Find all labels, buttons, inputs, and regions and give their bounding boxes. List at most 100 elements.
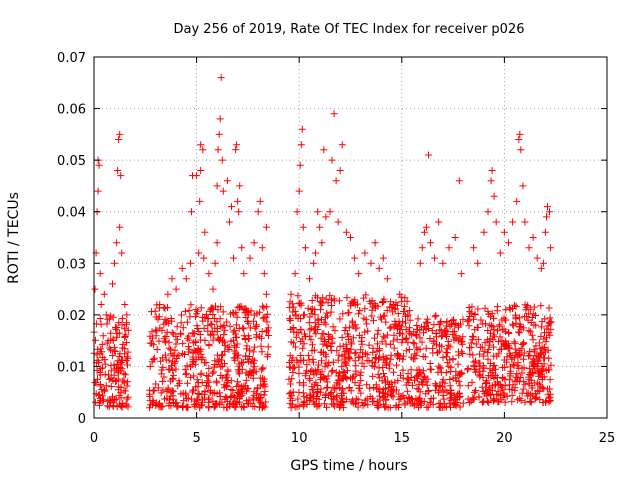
data-point — [341, 357, 349, 365]
data-point — [494, 350, 502, 358]
data-point — [430, 339, 438, 347]
data-point — [211, 315, 219, 322]
data-point — [512, 373, 520, 381]
data-point — [455, 323, 462, 331]
data-point — [511, 384, 519, 392]
data-point — [190, 347, 198, 355]
data-point — [484, 349, 492, 357]
data-point — [480, 228, 488, 236]
data-point — [232, 146, 240, 154]
data-point — [115, 136, 123, 143]
data-point — [389, 337, 397, 345]
data-point — [290, 303, 298, 311]
data-point — [464, 317, 472, 325]
data-point — [450, 392, 458, 400]
data-point — [391, 378, 399, 386]
data-point — [439, 259, 447, 267]
data-point — [537, 332, 545, 340]
data-point — [301, 244, 309, 252]
data-point — [262, 328, 270, 336]
data-point — [509, 360, 517, 368]
data-point — [257, 342, 265, 350]
data-point — [385, 360, 393, 368]
data-point — [113, 330, 121, 338]
data-point — [488, 386, 496, 394]
data-point — [361, 305, 369, 313]
data-point — [378, 338, 386, 346]
data-point — [343, 375, 351, 383]
data-point — [515, 328, 523, 336]
data-point — [445, 244, 453, 252]
data-point — [486, 338, 494, 345]
data-point — [185, 332, 193, 340]
data-point — [168, 375, 176, 383]
data-point — [314, 389, 321, 396]
data-point — [466, 350, 474, 358]
data-point — [450, 328, 458, 336]
data-point — [299, 223, 307, 231]
data-point — [529, 234, 537, 241]
data-point — [200, 254, 208, 262]
data-point — [446, 356, 454, 364]
data-point — [107, 383, 115, 390]
data-point — [526, 398, 534, 406]
data-point — [303, 394, 311, 402]
data-point — [293, 358, 301, 366]
data-point — [288, 357, 296, 365]
data-point — [514, 396, 522, 404]
data-point — [260, 304, 268, 312]
data-point — [434, 368, 442, 376]
data-point — [430, 394, 437, 402]
data-point — [107, 346, 114, 354]
data-point — [338, 141, 346, 149]
data-point — [146, 404, 153, 412]
data-point — [111, 348, 119, 355]
data-point — [538, 376, 546, 384]
data-point — [519, 385, 527, 393]
data-point — [322, 295, 330, 303]
data-point — [315, 321, 323, 329]
data-point — [198, 398, 206, 406]
data-point — [514, 359, 522, 367]
data-point — [431, 254, 439, 262]
data-point — [294, 395, 302, 403]
data-point — [328, 296, 335, 304]
data-point — [172, 285, 180, 293]
data-point — [113, 239, 121, 247]
data-point — [464, 366, 471, 374]
data-point — [456, 382, 464, 390]
data-point — [390, 323, 398, 331]
data-point — [318, 239, 326, 247]
data-point — [177, 329, 184, 337]
data-point — [250, 239, 258, 247]
data-point — [403, 334, 410, 342]
data-point — [535, 368, 543, 376]
data-point — [119, 377, 127, 385]
data-point — [196, 331, 204, 338]
data-point — [490, 396, 498, 404]
data-point — [291, 270, 299, 278]
data-point — [217, 74, 225, 82]
data-point — [178, 311, 185, 319]
data-point — [373, 385, 380, 393]
plot-frame — [93, 56, 608, 419]
data-point — [546, 331, 554, 339]
data-point — [239, 402, 247, 410]
data-point — [470, 315, 477, 323]
data-point — [487, 369, 495, 377]
data-point — [468, 378, 476, 386]
data-point — [165, 365, 173, 373]
data-point — [367, 259, 375, 267]
data-point — [97, 365, 105, 373]
data-point — [254, 208, 262, 216]
data-point — [422, 344, 430, 352]
data-point — [512, 319, 520, 327]
data-point — [369, 372, 377, 380]
data-point — [198, 390, 206, 398]
y-tick-label: 0.01 — [57, 360, 86, 375]
data-point — [457, 338, 465, 346]
data-point — [218, 156, 226, 164]
data-point — [383, 355, 391, 363]
data-point — [379, 389, 387, 397]
data-point — [240, 325, 248, 333]
